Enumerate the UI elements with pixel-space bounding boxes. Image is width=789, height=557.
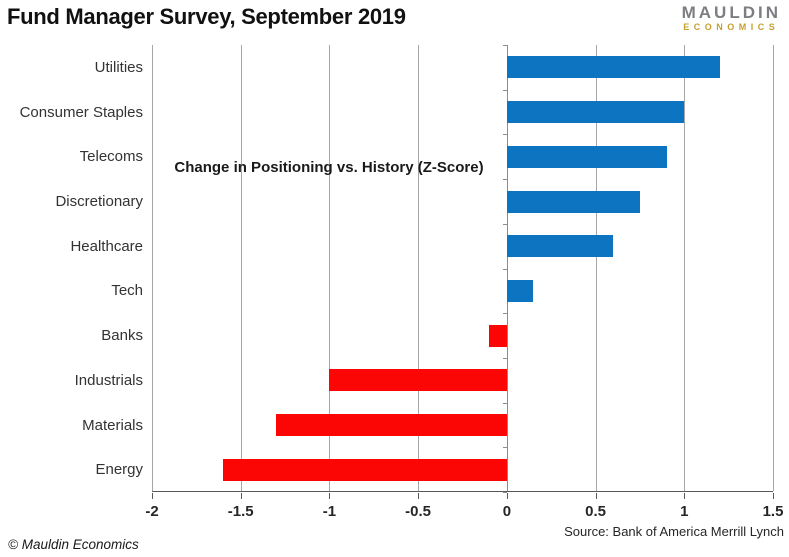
value-tick-label: -0.5 (405, 503, 432, 520)
category-label: Telecoms (79, 148, 143, 166)
category-tick (502, 223, 507, 225)
value-tick-label: -1.5 (227, 503, 254, 520)
bar-utilities (506, 56, 720, 79)
category-tick (502, 134, 507, 136)
mauldin-economics-logo: MAULDIN ECONOMICS (682, 4, 781, 32)
axis-tick-mark (595, 493, 597, 499)
category-tick (502, 179, 507, 181)
category-label: Consumer Staples (19, 103, 143, 121)
axis-tick-mark (684, 493, 686, 499)
chart-annotation: Change in Positioning vs. History (Z-Sco… (174, 159, 484, 176)
copyright-text: © Mauldin Economics (8, 537, 139, 552)
page-title: Fund Manager Survey, September 2019 (7, 4, 406, 29)
bar-materials (276, 414, 507, 436)
axis-tick-mark (240, 493, 242, 499)
bar-discretionary (506, 190, 640, 213)
category-label: Energy (95, 461, 143, 479)
value-tick-label: -2 (145, 503, 159, 520)
category-label: Healthcare (70, 237, 143, 255)
bar-telecoms (506, 145, 667, 168)
category-tick (502, 402, 507, 404)
value-tick-label: 0.5 (585, 503, 607, 520)
category-tick (502, 357, 507, 359)
gridline (595, 45, 597, 491)
category-tick (502, 45, 507, 46)
axis-tick-mark (152, 493, 153, 499)
bar-consumer-staples (506, 101, 685, 124)
category-tick (502, 268, 507, 270)
gridline (418, 45, 420, 491)
bar-energy (223, 458, 507, 481)
plot-area: Change in Positioning vs. History (Z-Sco… (152, 45, 774, 493)
category-tick (502, 492, 507, 493)
category-label: Banks (101, 327, 143, 345)
gridline (329, 45, 331, 491)
category-label: Industrials (74, 371, 143, 389)
value-tick-label: 0 (502, 503, 512, 520)
category-label: Utilities (94, 58, 143, 76)
axis-tick-mark (418, 493, 420, 499)
category-tick (502, 313, 507, 315)
category-tick (502, 89, 507, 91)
value-tick-label: 1.5 (762, 503, 784, 520)
axis-tick-mark (329, 493, 331, 499)
gridline (152, 45, 153, 491)
axis-tick-mark (506, 493, 508, 499)
category-label: Materials (82, 416, 143, 434)
bar-banks (489, 324, 507, 347)
gridline (240, 45, 242, 491)
source-attribution: Source: Bank of America Merrill Lynch (564, 524, 784, 539)
category-label: Tech (111, 282, 143, 300)
zero-axis-line (506, 45, 508, 491)
bar-tech (506, 279, 534, 302)
bar-industrials (329, 369, 507, 392)
value-tick-label: -1 (322, 503, 337, 520)
value-tick-label: 1 (680, 503, 689, 520)
logo-wordmark: MAULDIN (681, 3, 781, 22)
gridline (684, 45, 686, 491)
bar-healthcare (506, 235, 614, 258)
gridline (773, 45, 774, 491)
axis-tick-mark (773, 493, 774, 499)
category-label: Discretionary (55, 193, 143, 210)
category-tick (502, 447, 507, 449)
logo-subtitle: ECONOMICS (683, 21, 780, 32)
